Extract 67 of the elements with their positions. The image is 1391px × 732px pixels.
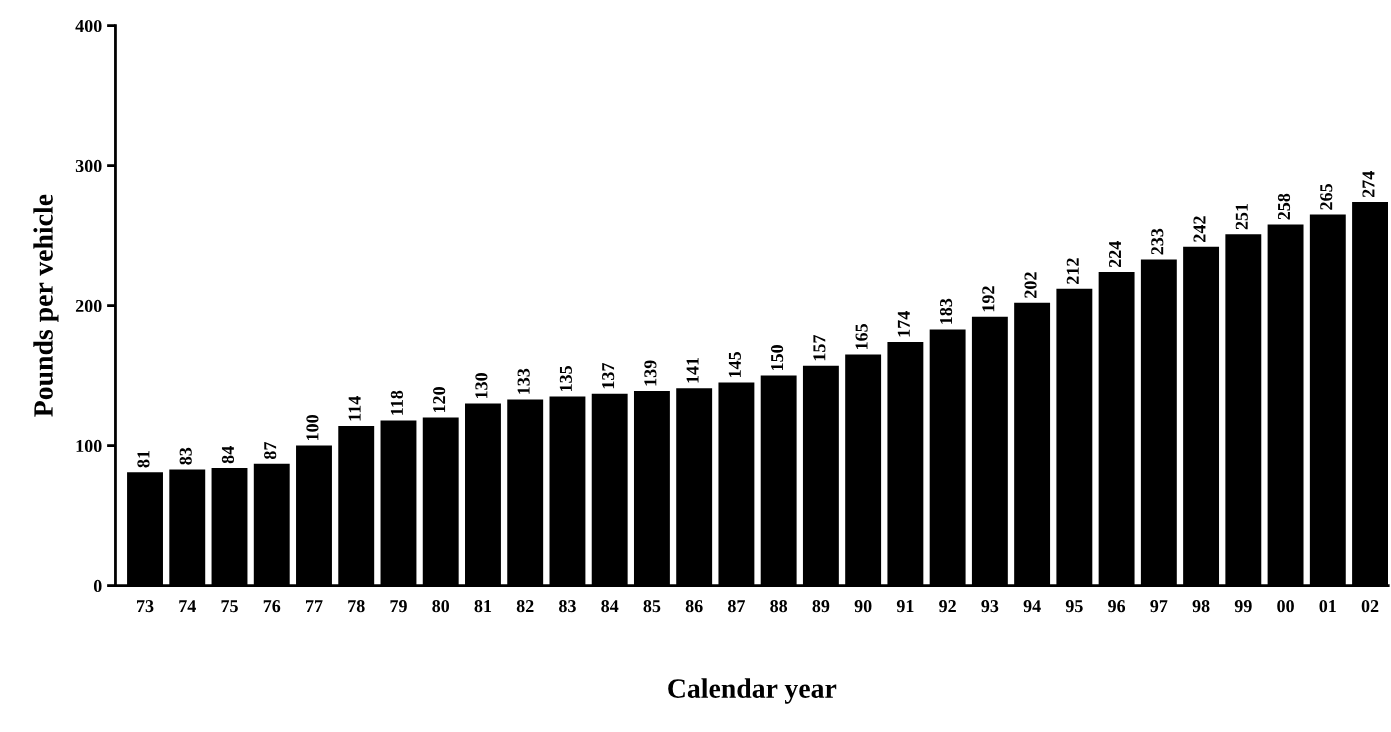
x-tick-label: 83 — [559, 600, 576, 613]
data-label: 233 — [1151, 228, 1164, 255]
x-tick-label: 92 — [939, 600, 956, 613]
data-label: 118 — [390, 390, 403, 415]
data-label: 274 — [1362, 171, 1375, 198]
x-tick-label: 76 — [263, 600, 281, 613]
data-label: 157 — [813, 335, 826, 361]
data-label: 130 — [475, 373, 488, 398]
data-label: 150 — [770, 345, 784, 370]
x-tick-label: 73 — [137, 600, 154, 613]
x-tick-label: 78 — [348, 600, 365, 613]
x-tick-label: 84 — [601, 600, 619, 613]
x-tick-label: 86 — [685, 600, 703, 613]
x-tick-label: 81 — [474, 600, 492, 613]
data-label: 120 — [433, 387, 446, 412]
x-tick-label: 02 — [1361, 600, 1379, 613]
data-label: 174 — [897, 311, 910, 337]
data-label: 192 — [982, 286, 995, 312]
y-tick-label: 300 — [75, 159, 102, 173]
data-label: 202 — [1024, 272, 1037, 298]
data-label: 114 — [348, 396, 361, 421]
x-tick-label: 99 — [1234, 600, 1252, 613]
data-label: 212 — [1066, 258, 1079, 284]
x-tick-label: 80 — [432, 600, 450, 613]
x-tick-label: 74 — [179, 600, 196, 613]
x-tick-label: 93 — [981, 600, 999, 613]
x-tick-label: 97 — [1150, 600, 1168, 613]
x-tick-label: 82 — [516, 600, 534, 613]
data-label: 242 — [1193, 216, 1206, 242]
data-label: 81 — [137, 450, 150, 468]
data-label: 87 — [264, 442, 277, 460]
x-tick-label: 98 — [1192, 600, 1210, 613]
x-tick-label: 90 — [854, 600, 872, 613]
x-tick-label: 96 — [1108, 600, 1126, 613]
data-label: 100 — [306, 415, 319, 440]
x-tick-label: 89 — [812, 600, 830, 613]
data-label: 265 — [1320, 184, 1333, 210]
x-tick-label: 94 — [1023, 600, 1041, 613]
x-tick-label: 85 — [643, 600, 661, 613]
x-tick-label: 87 — [727, 600, 745, 613]
y-axis-title: Pounds per vehicle — [33, 194, 59, 417]
data-label: 224 — [1108, 241, 1121, 268]
data-label: 183 — [939, 298, 953, 324]
data-label: 135 — [559, 366, 572, 391]
data-label: 141 — [686, 357, 699, 383]
x-tick-label: 01 — [1319, 600, 1336, 613]
data-label: 139 — [644, 360, 657, 386]
y-tick-label: 200 — [75, 299, 102, 313]
y-tick-label: 400 — [75, 19, 102, 33]
y-tick-label: 0 — [93, 579, 102, 593]
data-label: 133 — [517, 368, 530, 394]
y-tick-label: 100 — [76, 439, 102, 453]
x-tick-label: 88 — [770, 600, 788, 613]
x-tick-label: 77 — [306, 600, 323, 613]
data-label: 251 — [1235, 203, 1248, 230]
data-label: 258 — [1277, 193, 1291, 220]
data-label: 137 — [602, 363, 615, 389]
data-label: 84 — [221, 446, 235, 464]
x-tick-label: 00 — [1277, 600, 1294, 613]
x-tick-label: 75 — [221, 600, 238, 613]
x-tick-label: 91 — [896, 600, 914, 613]
data-label: 145 — [728, 352, 741, 377]
x-tick-label: 79 — [390, 600, 407, 613]
x-tick-label: 95 — [1065, 600, 1083, 613]
x-axis-title: Calendar year — [668, 678, 837, 704]
data-label: 165 — [855, 324, 868, 349]
data-label: 83 — [179, 447, 192, 465]
